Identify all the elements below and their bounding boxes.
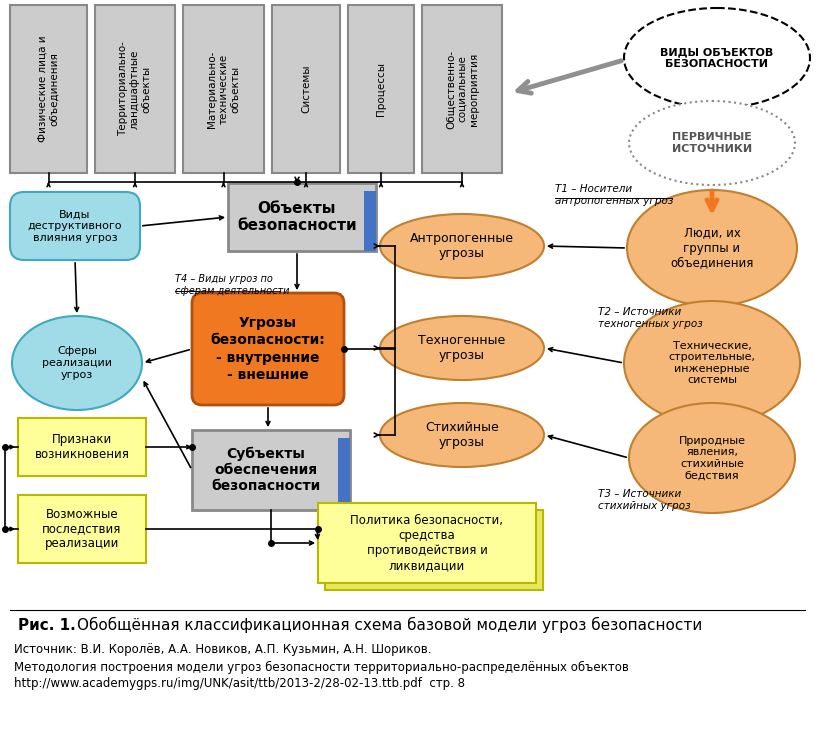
Text: Стихийные
угрозы: Стихийные угрозы — [425, 421, 499, 449]
Text: Т3 – Источники
стихийных угроз: Т3 – Источники стихийных угроз — [598, 489, 690, 511]
Text: http://www.academygps.ru/img/UNK/asit/ttb/2013-2/28-02-13.ttb.pdf  стр. 8: http://www.academygps.ru/img/UNK/asit/tt… — [14, 677, 465, 690]
Text: Люди, их
группы и
объединения: Люди, их группы и объединения — [670, 227, 753, 270]
FancyBboxPatch shape — [18, 418, 146, 476]
Text: Рис. 1.: Рис. 1. — [18, 617, 76, 633]
Text: Общественно-
социальные
мероприятия: Общественно- социальные мероприятия — [445, 50, 479, 128]
Text: Угрозы
безопасности:
- внутренние
- внешние: Угрозы безопасности: - внутренние - внеш… — [210, 316, 326, 382]
Ellipse shape — [629, 403, 795, 513]
Ellipse shape — [627, 190, 797, 306]
Text: Технические,
строительные,
инженерные
системы: Технические, строительные, инженерные си… — [668, 340, 756, 386]
Text: ВИДЫ ОБЪЕКТОВ
БЕЗОПАСНОСТИ: ВИДЫ ОБЪЕКТОВ БЕЗОПАСНОСТИ — [660, 47, 774, 69]
FancyBboxPatch shape — [272, 5, 340, 173]
FancyBboxPatch shape — [348, 5, 414, 173]
Text: Процессы: Процессы — [376, 62, 386, 116]
Ellipse shape — [380, 403, 544, 467]
Text: ПЕРВИЧНЫЕ
ИСТОЧНИКИ: ПЕРВИЧНЫЕ ИСТОЧНИКИ — [672, 132, 752, 154]
Text: Сферы
реализации
угроз: Сферы реализации угроз — [42, 346, 112, 380]
Text: Возможные
последствия
реализации: Возможные последствия реализации — [43, 507, 122, 550]
Text: Т4 – Виды угроз по
сферам деятельности: Т4 – Виды угроз по сферам деятельности — [175, 274, 290, 296]
Text: Системы: Системы — [301, 65, 311, 113]
Text: Т2 – Источники
техногенных угроз: Т2 – Источники техногенных угроз — [598, 307, 703, 329]
Text: Источник: В.И. Королёв, А.А. Новиков, А.П. Кузьмин, А.Н. Шориков.: Источник: В.И. Королёв, А.А. Новиков, А.… — [14, 644, 432, 657]
FancyBboxPatch shape — [10, 5, 87, 173]
Text: Территориально-
ландшафтные
объекты: Территориально- ландшафтные объекты — [119, 42, 151, 136]
Ellipse shape — [380, 316, 544, 380]
FancyBboxPatch shape — [183, 5, 264, 173]
Text: Техногенные
угрозы: Техногенные угрозы — [418, 334, 506, 362]
Text: Физические лица и
объединения: Физические лица и объединения — [38, 36, 59, 142]
Ellipse shape — [624, 8, 810, 108]
Text: Объекты
безопасности: Объекты безопасности — [237, 200, 357, 233]
Ellipse shape — [12, 316, 142, 410]
FancyBboxPatch shape — [364, 191, 376, 251]
FancyBboxPatch shape — [422, 5, 502, 173]
Text: Методология построения модели угроз безопасности территориально-распределённых о: Методология построения модели угроз безо… — [14, 660, 629, 674]
Text: Виды
деструктивного
влияния угроз: Виды деструктивного влияния угроз — [28, 209, 122, 243]
Text: Субъекты
обеспечения
безопасности: Субъекты обеспечения безопасности — [211, 447, 321, 494]
FancyBboxPatch shape — [18, 495, 146, 563]
Text: Антропогенные
угрозы: Антропогенные угрозы — [410, 232, 514, 260]
Ellipse shape — [380, 214, 544, 278]
Text: Природные
явления,
стихийные
бедствия: Природные явления, стихийные бедствия — [678, 436, 745, 480]
FancyBboxPatch shape — [228, 183, 376, 251]
FancyBboxPatch shape — [192, 293, 344, 405]
Text: Т1 – Носители
антропогенных угроз: Т1 – Носители антропогенных угроз — [555, 184, 673, 206]
Ellipse shape — [629, 101, 795, 185]
FancyBboxPatch shape — [318, 503, 536, 583]
FancyBboxPatch shape — [10, 192, 140, 260]
FancyBboxPatch shape — [325, 510, 543, 590]
Text: Обобщённая классификационная схема базовой модели угроз безопасности: Обобщённая классификационная схема базов… — [77, 617, 702, 633]
FancyBboxPatch shape — [338, 438, 350, 510]
Text: Политика безопасности,
средства
противодействия и
ликвидации: Политика безопасности, средства противод… — [350, 514, 504, 572]
FancyBboxPatch shape — [192, 430, 350, 510]
FancyBboxPatch shape — [95, 5, 175, 173]
Text: Признаки
возникновения: Признаки возникновения — [34, 433, 129, 461]
Text: Материально-
технические
объекты: Материально- технические объекты — [207, 50, 240, 128]
Ellipse shape — [624, 301, 800, 425]
